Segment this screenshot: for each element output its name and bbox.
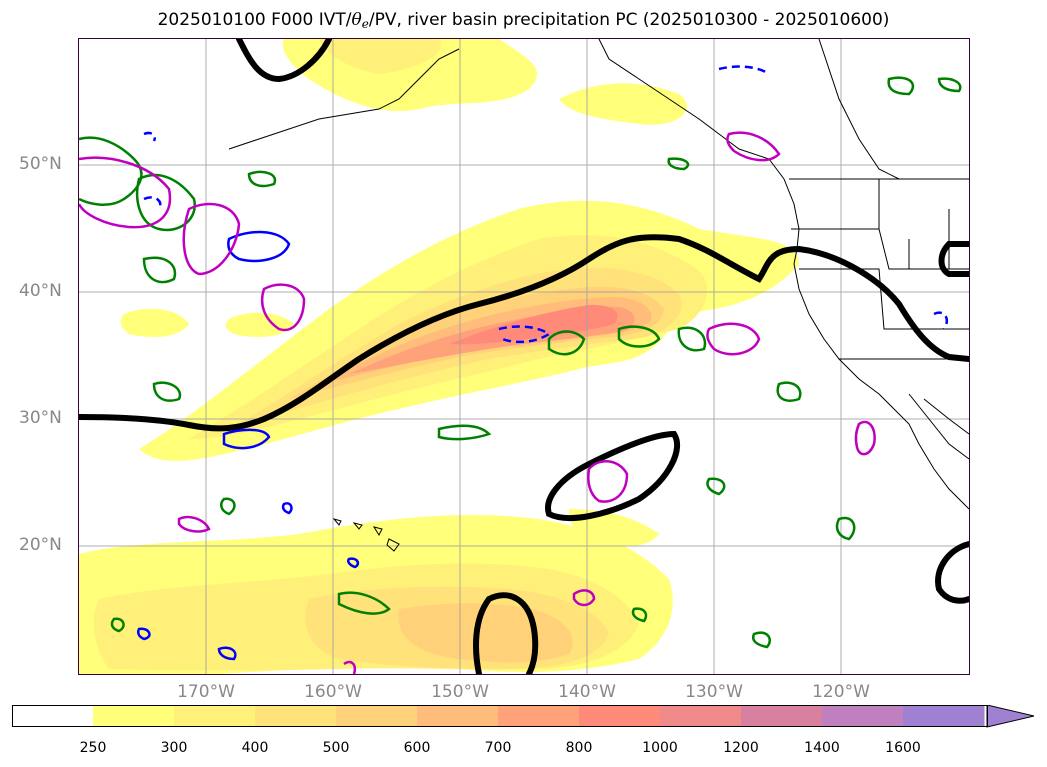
lat-label-50n: 50°N (19, 154, 62, 174)
colorbar-tick-label: 800 (565, 740, 593, 756)
colorbar-tick-label: 300 (160, 740, 188, 756)
colorbar-tick-label: 700 (484, 740, 512, 756)
lon-label-120w: 120°W (812, 682, 870, 702)
map-canvas (79, 39, 969, 674)
colorbar-segment (255, 705, 337, 727)
colorbar-tick-label: 400 (241, 740, 269, 756)
colorbar-tick-label: 600 (403, 740, 431, 756)
colorbar-outline (12, 705, 988, 727)
colorbar-tick-label: 1600 (885, 740, 921, 756)
colorbar-tick-label: 250 (79, 740, 107, 756)
map-title: 2025010100 F000 IVT/θe/PV, river basin p… (0, 10, 1047, 31)
ivt-shading (79, 39, 799, 674)
title-prefix: 2025010100 F000 IVT/ (157, 10, 352, 30)
colorbar-segment (579, 705, 661, 727)
colorbar-tick-label: 1400 (804, 740, 840, 756)
colorbar-segments (12, 705, 985, 727)
colorbar-tick-label: 500 (322, 740, 350, 756)
colorbar-segment (741, 705, 823, 727)
colorbar-segment (12, 705, 94, 727)
hawaii-islands (332, 518, 400, 552)
lat-label-20n: 20°N (19, 535, 62, 555)
lon-label-160w: 160°W (304, 682, 362, 702)
colorbar-segment (93, 705, 175, 727)
theta-e-green-contours (79, 76, 962, 649)
coastlines (228, 39, 969, 510)
map-panel[interactable] (79, 39, 969, 674)
colorbar-segment (498, 705, 580, 727)
lon-label-150w: 150°W (431, 682, 489, 702)
colorbar (12, 705, 1035, 728)
colorbar-tick-label: 1200 (723, 740, 759, 756)
pv-contours (79, 39, 969, 674)
magenta-contours (79, 131, 876, 674)
lon-label-170w: 170°W (177, 682, 235, 702)
colorbar-segment (336, 705, 418, 727)
lon-label-140w: 140°W (558, 682, 616, 702)
graticule (79, 39, 969, 674)
colorbar-segment (903, 705, 985, 727)
colorbar-extend-arrow (986, 705, 1035, 728)
lat-label-30n: 30°N (19, 408, 62, 428)
title-theta: θ (351, 10, 362, 30)
colorbar-segment (417, 705, 499, 727)
lat-label-40n: 40°N (19, 281, 62, 301)
colorbar-segment (822, 705, 904, 727)
lon-label-130w: 130°W (685, 682, 743, 702)
title-suffix: /PV, river basin precipitation PC (20250… (368, 10, 890, 30)
colorbar-tick-label: 1000 (642, 740, 678, 756)
colorbar-segment (660, 705, 742, 727)
title-theta-sub: e (361, 17, 369, 31)
colorbar-segment (174, 705, 256, 727)
